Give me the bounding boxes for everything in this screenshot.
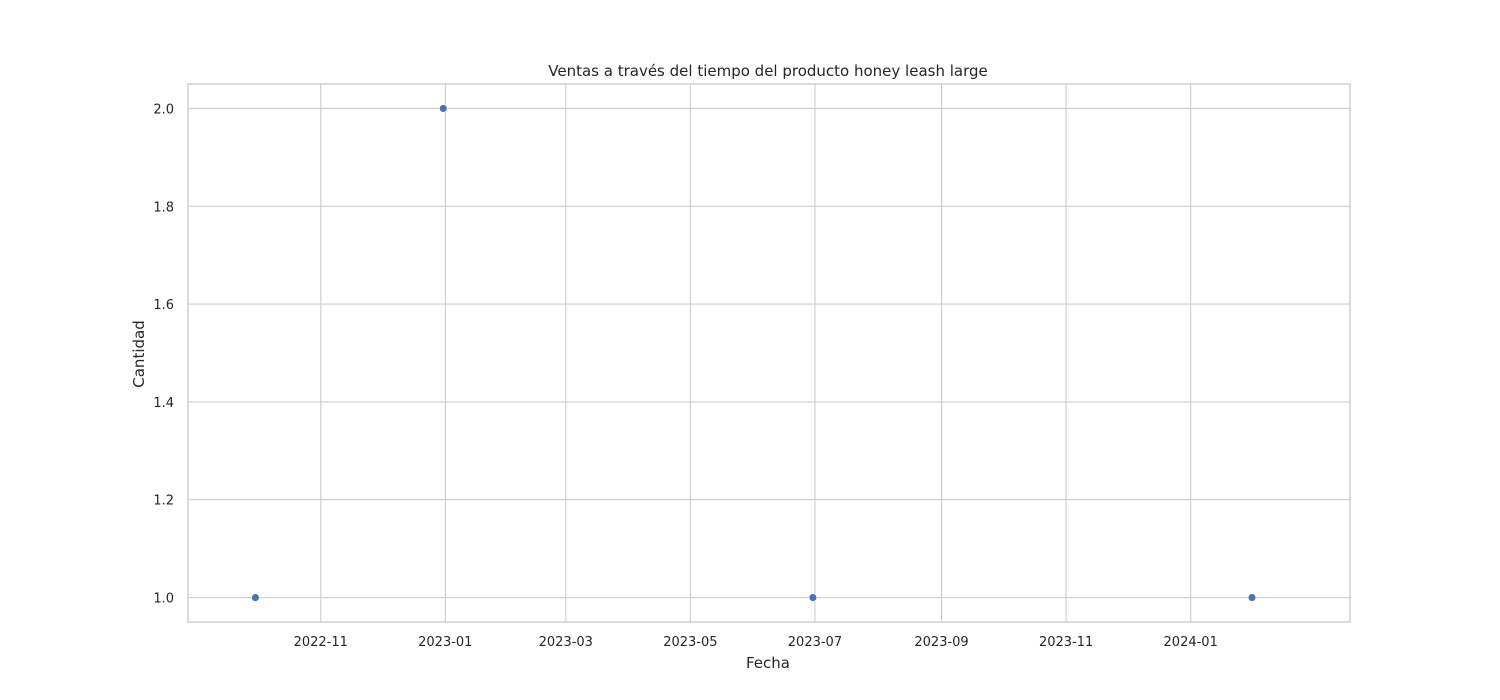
data-points [250,104,1257,602]
y-axis-label: Cantidad [130,320,148,387]
x-tick-label: 2023-11 [1039,635,1093,650]
x-tick-label: 2024-01 [1164,635,1218,650]
y-tick-label: 1.0 [153,592,174,607]
x-gridlines [320,84,1192,622]
plot-frame [187,83,1351,623]
x-tick-label: 2023-01 [418,635,472,650]
data-point [1247,593,1257,602]
y-tick-labels: 1.0 1.2 1.4 1.6 1.8 2.0 [153,102,174,606]
y-tick-label: 1.8 [153,200,174,215]
x-tick-label: 2023-09 [914,635,968,650]
x-tick-label: 2023-03 [539,635,593,650]
x-axis-label: Fecha [746,654,790,672]
data-point [438,104,448,113]
x-tick-label: 2022-11 [294,635,348,650]
y-gridlines [188,107,1350,599]
x-tick-label: 2023-05 [663,635,717,650]
data-point [250,593,260,602]
y-tick-label: 1.2 [153,494,174,509]
y-tick-label: 2.0 [153,102,174,117]
x-tick-labels: 2022-11 2023-01 2023-03 2023-05 2023-07 2023-… [294,635,1218,650]
x-tick-label: 2023-07 [788,635,842,650]
data-point [808,593,818,602]
y-tick-label: 1.4 [153,396,174,411]
chart-title: Ventas a través del tiempo del producto … [548,62,988,80]
y-tick-label: 1.6 [153,298,174,313]
